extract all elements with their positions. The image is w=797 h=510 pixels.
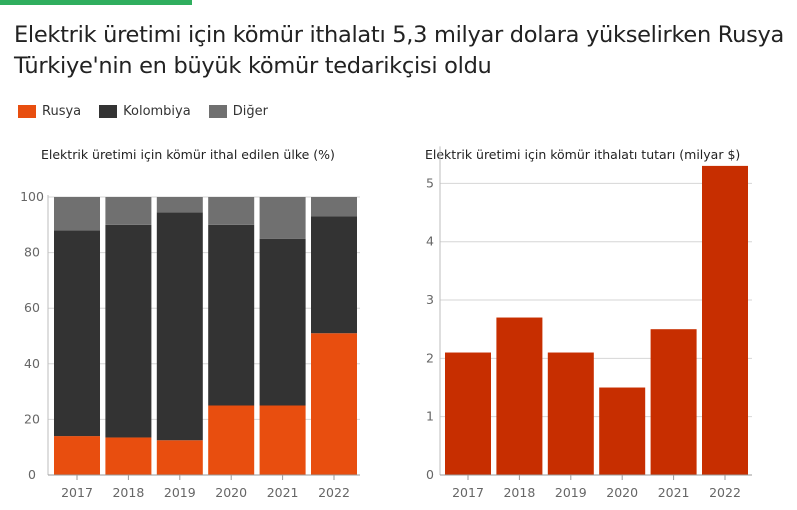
left-bar-kolombiya-2019	[156, 212, 203, 441]
left-bar-rusya-2021	[259, 405, 306, 475]
left-bar-kolombiya-2018	[105, 224, 152, 438]
left-ytick-label: 60	[24, 300, 40, 315]
right-xtick-label: 2021	[658, 485, 690, 500]
right-ytick-label: 2	[426, 350, 434, 365]
right-ytick-label: 3	[426, 292, 434, 307]
legend-swatch-rusya	[18, 105, 36, 118]
left-bar-diğer-2019	[156, 197, 203, 213]
left-chart-title: Elektrik üretimi için kömür ithal edilen…	[41, 147, 335, 162]
left-bar-rusya-2022	[311, 333, 357, 475]
right-ytick-label: 0	[426, 467, 434, 482]
legend-label-diger: Diğer	[232, 104, 268, 119]
right-xtick-label: 2018	[503, 485, 535, 500]
left-bar-diğer-2022	[311, 197, 357, 217]
left-ytick-label: 100	[20, 189, 44, 204]
left-bar-kolombiya-2022	[311, 216, 357, 334]
right-ytick-label: 4	[426, 234, 434, 249]
left-ytick-label: 40	[24, 356, 40, 371]
left-bar-diğer-2021	[259, 197, 306, 239]
left-bar-rusya-2017	[54, 436, 100, 475]
left-bar-kolombiya-2021	[259, 238, 306, 406]
left-ytick-label: 0	[28, 467, 36, 482]
left-ytick-label: 20	[24, 411, 40, 426]
legend: Rusya Kolombiya Diğer	[18, 104, 286, 119]
right-bar-2021	[650, 329, 697, 475]
right-ytick-label: 1	[426, 409, 434, 424]
left-ytick-label: 80	[24, 245, 40, 260]
left-xtick-label: 2017	[61, 485, 93, 500]
page-title: Elektrik üretimi için kömür ithalatı 5,3…	[14, 22, 784, 79]
left-xtick-label: 2020	[215, 485, 247, 500]
left-bar-rusya-2018	[105, 437, 152, 475]
legend-label-rusya: Rusya	[42, 104, 82, 119]
legend-swatch-diger	[208, 105, 227, 118]
left-bar-diğer-2017	[54, 197, 100, 231]
right-xtick-label: 2022	[709, 485, 741, 500]
left-bar-rusya-2020	[208, 405, 255, 475]
left-bar-diğer-2018	[105, 197, 152, 225]
legend-swatch-kolombiya	[99, 105, 118, 118]
right-xtick-label: 2019	[555, 485, 587, 500]
left-bar-kolombiya-2020	[208, 224, 255, 406]
right-bar-2020	[599, 387, 646, 475]
left-bar-rusya-2019	[156, 440, 203, 475]
legend-item-diger: Diğer	[208, 104, 268, 119]
legend-label-kolombiya: Kolombiya	[123, 104, 191, 119]
right-xtick-label: 2020	[606, 485, 638, 500]
left-xtick-label: 2019	[164, 485, 196, 500]
legend-item-kolombiya: Kolombiya	[99, 104, 191, 119]
right-bar-2017	[445, 352, 491, 475]
right-ytick-label: 5	[426, 175, 434, 190]
left-bar-kolombiya-2017	[54, 230, 100, 437]
accent-bar	[0, 0, 192, 5]
left-xtick-label: 2018	[112, 485, 144, 500]
left-xtick-label: 2022	[318, 485, 350, 500]
left-bar-diğer-2020	[208, 197, 255, 225]
right-bar-2018	[496, 317, 543, 475]
right-bar-2022	[702, 165, 748, 475]
left-xtick-label: 2021	[267, 485, 299, 500]
legend-item-rusya: Rusya	[18, 104, 81, 119]
right-xtick-label: 2017	[452, 485, 484, 500]
right-bar-2019	[547, 352, 594, 475]
right-chart-title: Elektrik üretimi için kömür ithalatı tut…	[425, 147, 741, 162]
